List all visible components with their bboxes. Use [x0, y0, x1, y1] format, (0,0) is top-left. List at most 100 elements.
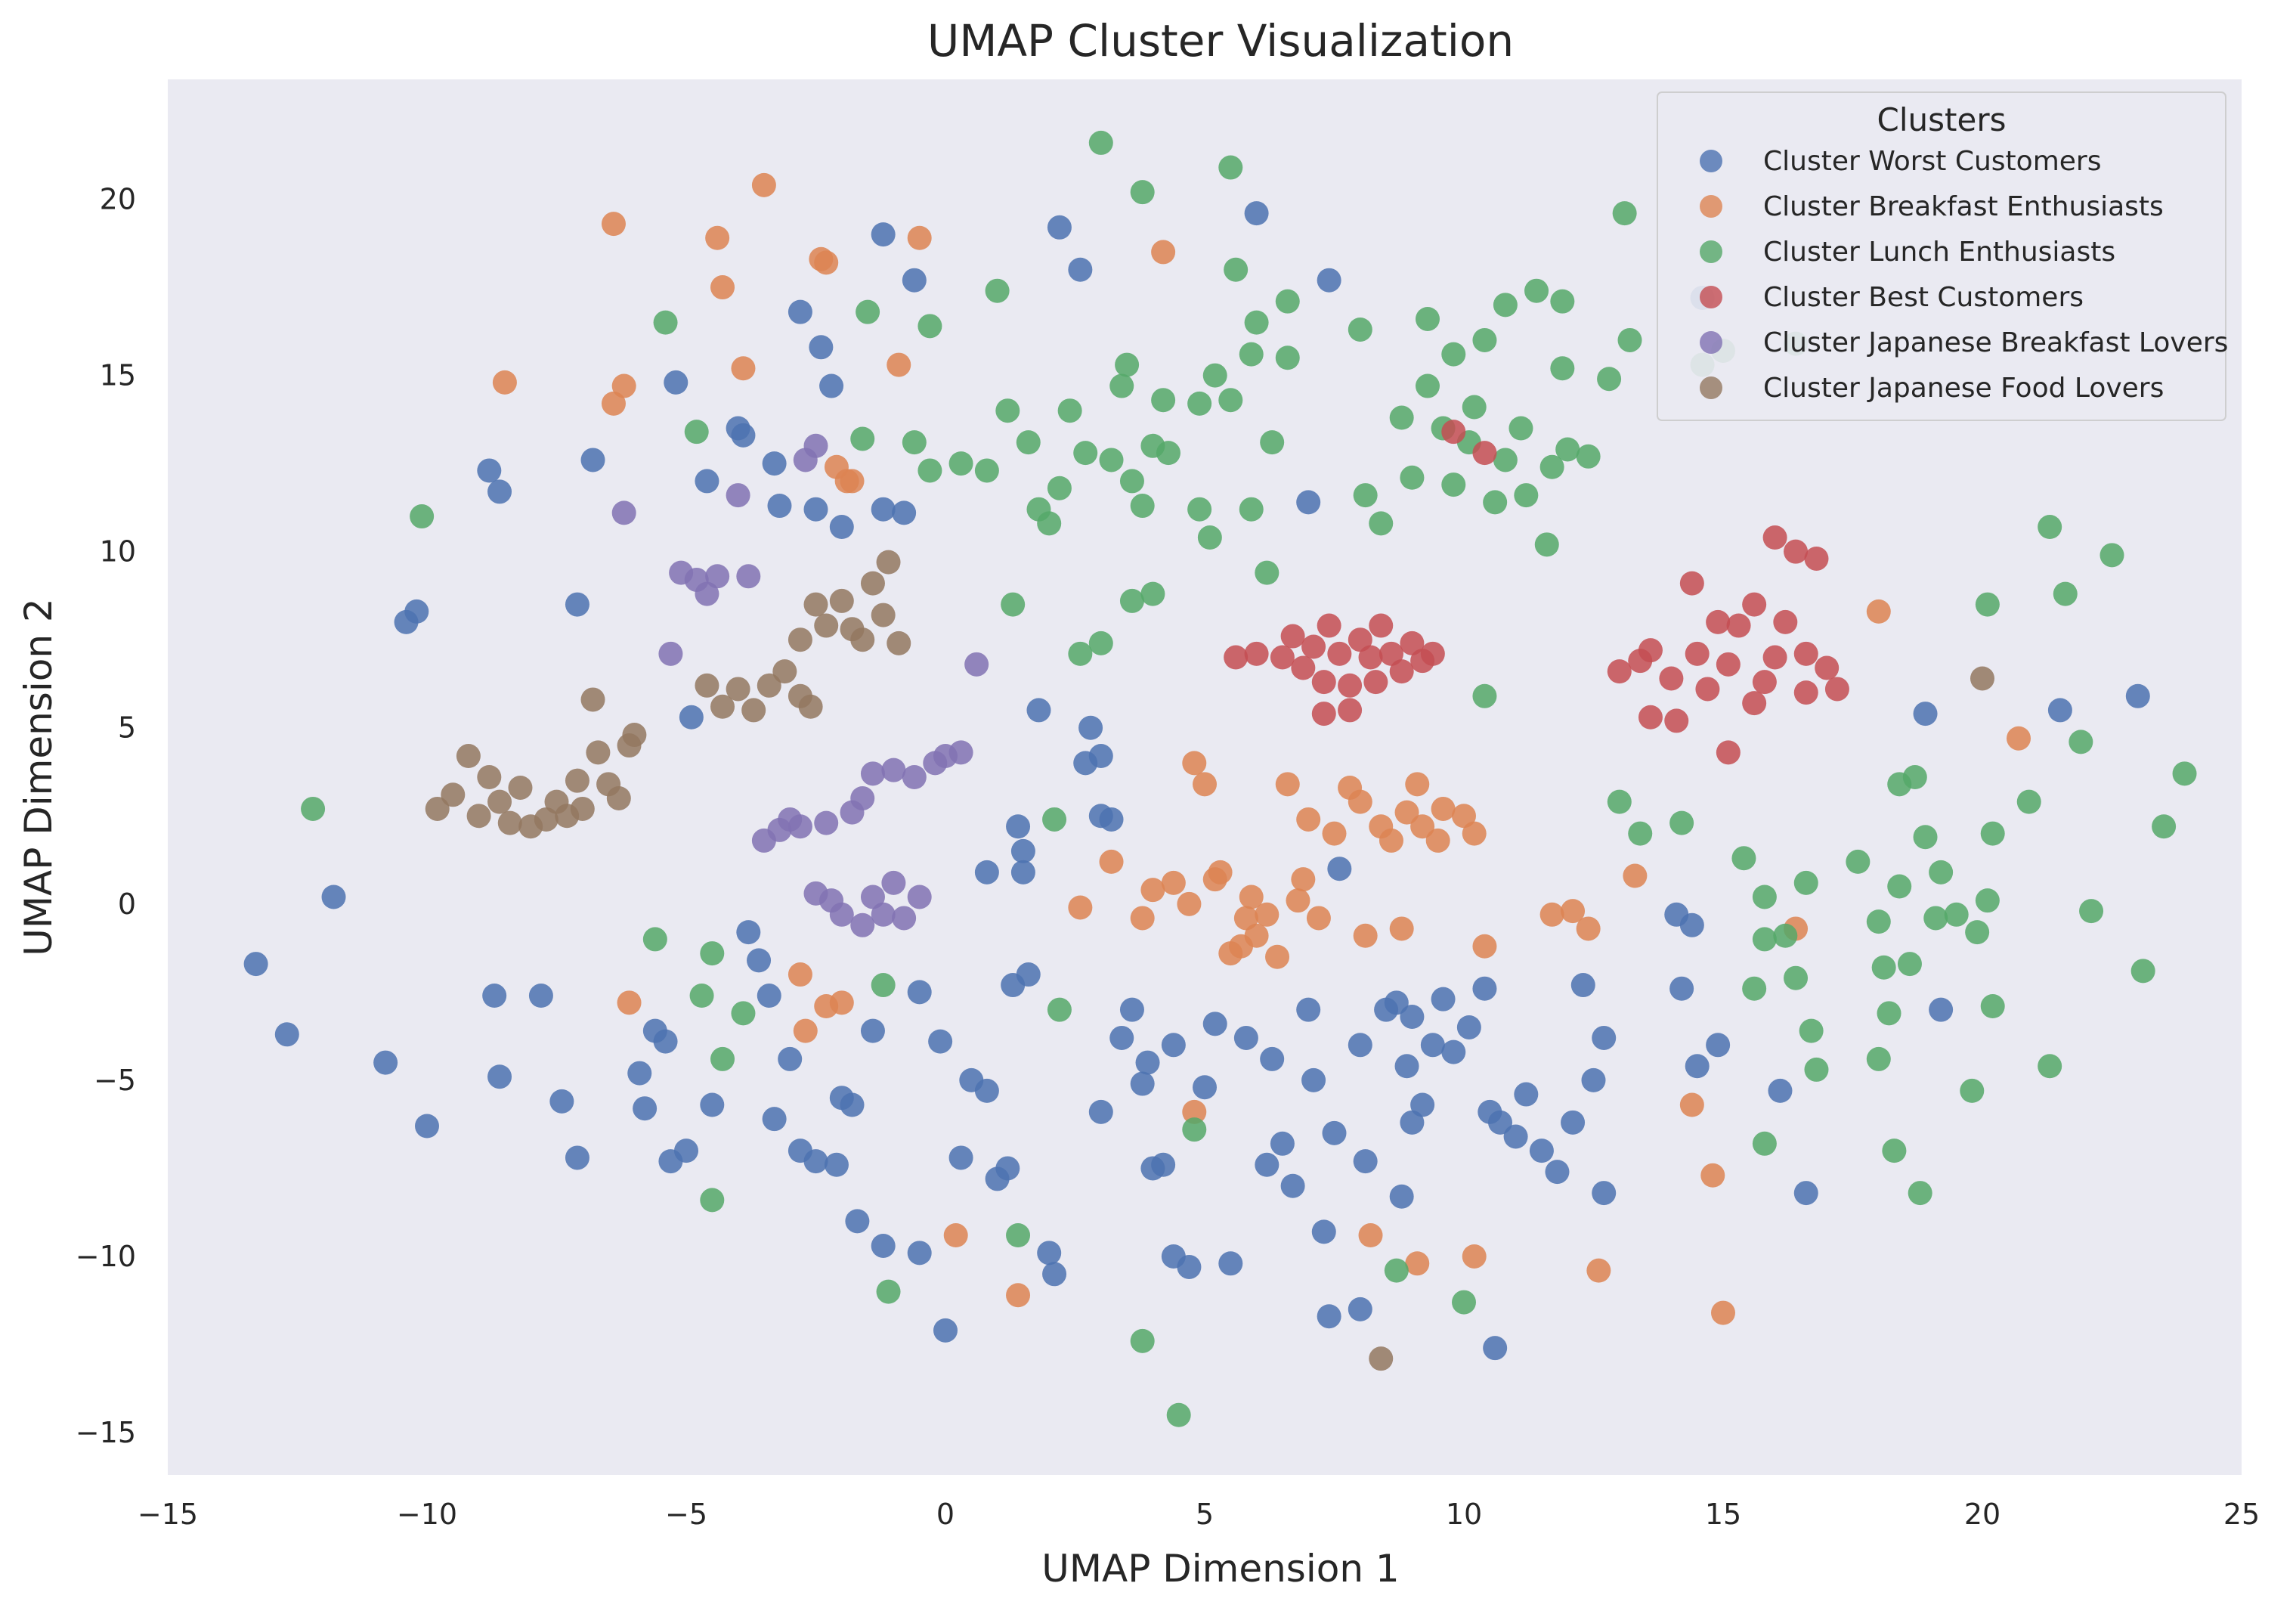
point-s2-58: [1255, 560, 1280, 585]
point-s5-15: [586, 740, 611, 765]
point-s5-34: [860, 571, 885, 596]
point-s5-24: [757, 673, 781, 698]
point-s3-3: [1280, 624, 1305, 649]
point-s0-106: [1353, 1149, 1378, 1174]
point-s0-14: [565, 1145, 589, 1170]
point-s4-4: [695, 581, 719, 606]
point-s2-21: [1001, 592, 1026, 617]
point-s0-137: [1768, 1078, 1793, 1103]
point-s3-44: [1793, 680, 1818, 705]
point-s2-124: [1965, 920, 1990, 945]
point-s0-19: [653, 1029, 678, 1054]
point-s2-91: [1612, 201, 1637, 226]
point-s1-39: [1275, 772, 1300, 797]
legend-item-0: Cluster Worst Customers: [1700, 146, 2101, 177]
point-s1-51: [1394, 800, 1419, 825]
point-s0-13: [565, 592, 589, 617]
point-s2-101: [1752, 927, 1777, 952]
point-s2-48: [1187, 497, 1212, 522]
point-s1-29: [1193, 772, 1217, 797]
point-s0-142: [2125, 683, 2150, 708]
point-s0-87: [1193, 1075, 1217, 1100]
point-s0-102: [1322, 1120, 1347, 1145]
point-s3-5: [1301, 634, 1326, 659]
point-s1-34: [1233, 906, 1258, 931]
point-s0-110: [1400, 1004, 1425, 1029]
point-s1-26: [1161, 870, 1186, 895]
point-s2-19: [985, 278, 1010, 303]
point-s5-4: [477, 765, 502, 789]
point-s0-114: [1420, 1033, 1445, 1058]
legend-label: Cluster Lunch Enthusiasts: [1763, 237, 2115, 268]
point-s1-41: [1291, 867, 1316, 892]
point-s5-9: [534, 807, 559, 832]
point-s0-80: [1130, 1071, 1155, 1096]
point-s0-2: [321, 885, 346, 909]
point-s0-122: [1503, 1124, 1528, 1149]
point-s0-74: [1088, 744, 1113, 769]
point-s0-42: [829, 515, 854, 540]
point-s0-83: [1151, 1152, 1176, 1177]
point-s2-81: [1514, 483, 1539, 508]
point-s1-55: [1431, 796, 1456, 821]
point-s1-59: [1539, 902, 1564, 927]
legend-marker: [1700, 240, 1722, 263]
point-s4-19: [850, 785, 875, 810]
point-s2-2: [642, 927, 667, 952]
legend-item-3: Cluster Best Customers: [1700, 282, 2084, 313]
point-s4-23: [871, 902, 896, 927]
point-s2-49: [1187, 391, 1212, 416]
y-axis-title: UMAP Dimension 2: [17, 598, 60, 956]
point-s2-122: [1944, 902, 1969, 927]
point-s0-29: [747, 948, 772, 973]
point-s0-132: [1669, 976, 1694, 1001]
legend-label: Cluster Best Customers: [1763, 282, 2084, 313]
point-s3-17: [1389, 659, 1414, 684]
point-s1-15: [829, 990, 854, 1015]
point-s5-29: [803, 592, 828, 617]
point-s2-119: [1913, 825, 1938, 850]
point-s2-28: [1047, 476, 1072, 500]
point-s2-86: [1550, 356, 1575, 381]
point-s0-136: [1706, 1033, 1731, 1058]
point-s1-10: [788, 962, 812, 987]
point-s5-3: [466, 804, 491, 829]
point-s1-20: [943, 1223, 968, 1248]
point-s0-61: [995, 1156, 1020, 1181]
point-s0-91: [1244, 201, 1269, 226]
point-s1-43: [1306, 906, 1331, 931]
point-s3-11: [1338, 698, 1363, 723]
point-s1-3: [611, 373, 636, 398]
point-s2-133: [2069, 730, 2093, 754]
point-s5-28: [788, 627, 812, 652]
point-s2-118: [1908, 1181, 1932, 1206]
point-s5-0: [425, 796, 450, 821]
point-s2-35: [1109, 373, 1134, 398]
point-s0-105: [1348, 1033, 1372, 1058]
point-s3-18: [1400, 630, 1425, 655]
point-s0-45: [845, 1209, 870, 1234]
point-s0-37: [803, 497, 828, 522]
point-s2-34: [1099, 448, 1124, 472]
point-s2-15: [917, 314, 942, 339]
point-s0-81: [1135, 1050, 1160, 1075]
legend-label: Cluster Japanese Breakfast Lovers: [1763, 327, 2228, 358]
point-s2-54: [1224, 257, 1249, 282]
x-axis-title: UMAP Dimension 1: [1041, 1547, 1399, 1591]
point-s2-108: [1846, 849, 1871, 874]
point-s0-8: [487, 479, 512, 504]
point-s1-17: [840, 469, 865, 494]
legend: Clusters Cluster Worst CustomersCluster …: [1657, 91, 2228, 421]
point-s0-22: [664, 370, 688, 395]
point-s2-32: [1088, 130, 1113, 155]
legend-label: Cluster Breakfast Enthusiasts: [1763, 191, 2164, 222]
point-s0-46: [860, 1018, 885, 1043]
point-s2-29: [1057, 398, 1082, 423]
point-s4-5: [705, 564, 730, 589]
point-s1-44: [1322, 821, 1347, 846]
point-s1-73: [1866, 599, 1891, 624]
point-s2-20: [995, 398, 1020, 423]
point-s1-42: [1296, 807, 1321, 832]
point-s0-31: [762, 451, 787, 476]
point-s2-76: [1472, 683, 1497, 708]
